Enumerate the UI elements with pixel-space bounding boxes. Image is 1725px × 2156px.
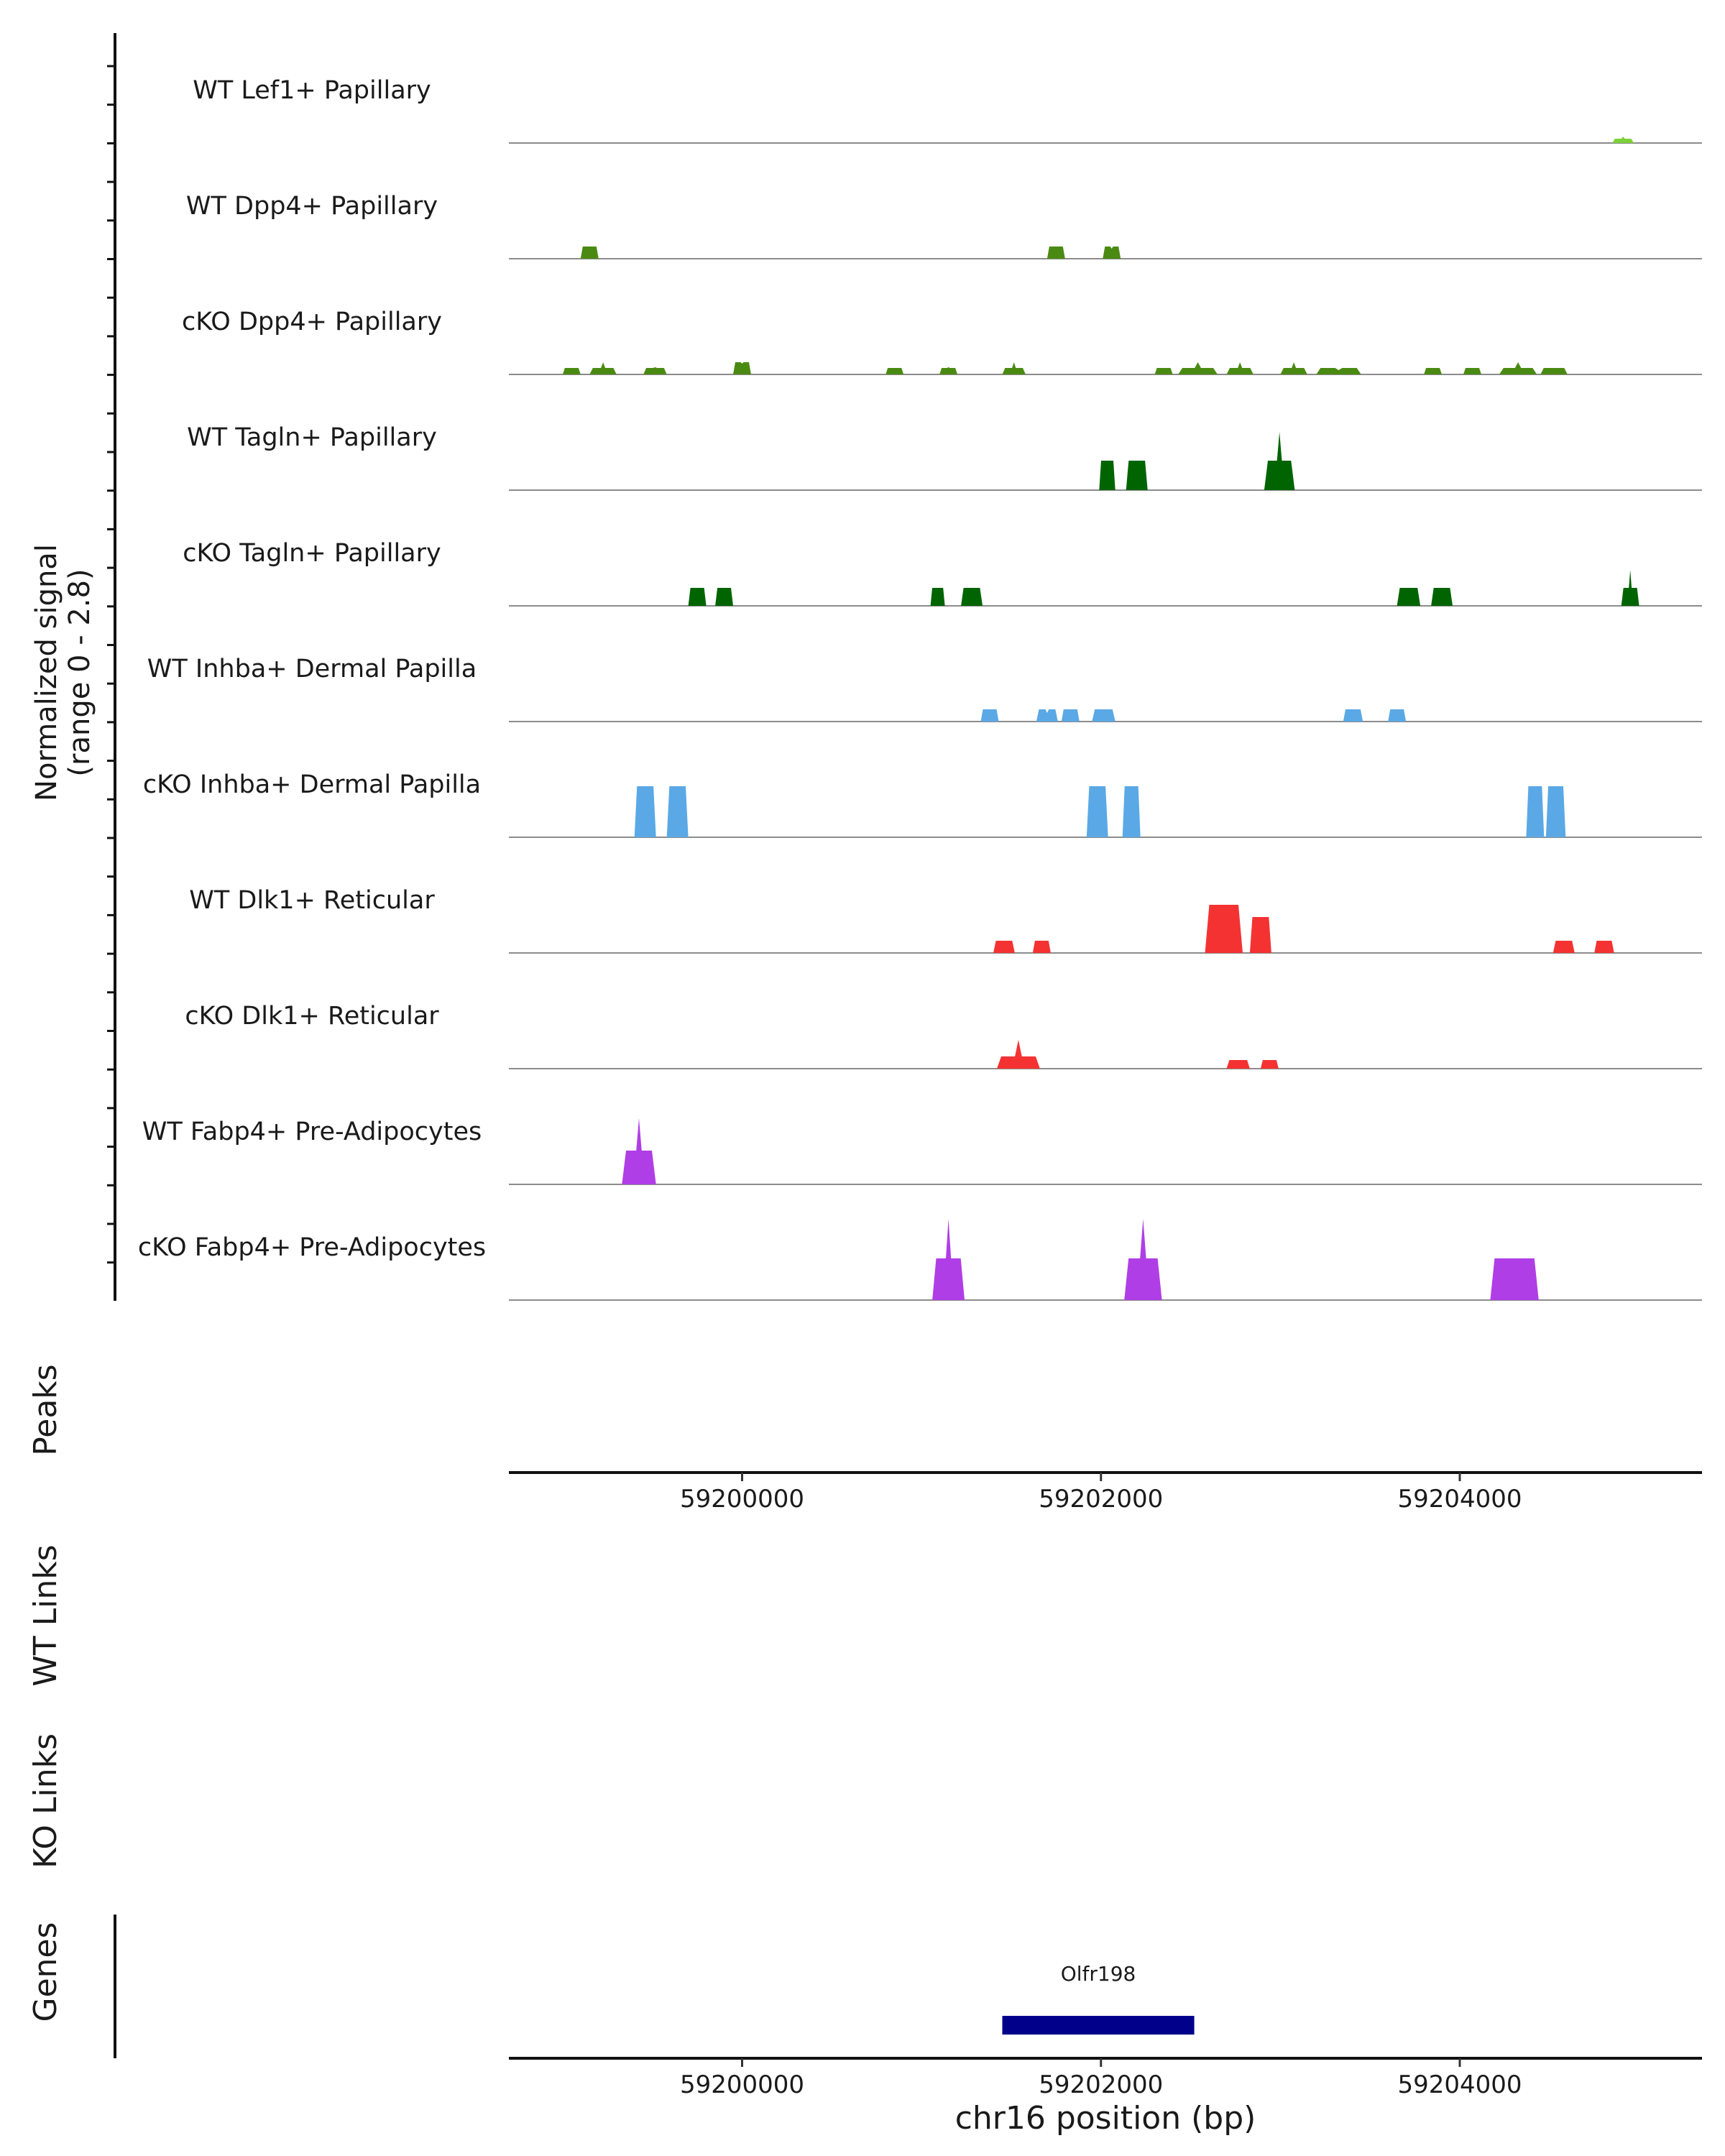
coverage-peak [1099,461,1116,490]
coverage-peak [930,588,945,606]
track-label: WT Tagln+ Papillary [187,423,437,452]
track-label: cKO Fabp4+ Pre-Adipocytes [138,1233,486,1262]
coverage-peak [993,941,1015,953]
x-axis-title: chr16 position (bp) [955,2100,1256,2137]
track-6: cKO Inhba+ Dermal Papilla [143,770,1702,838]
x-tick-label: 59204000 [1397,1485,1522,1514]
x-tick-label: 59204000 [1397,2070,1522,2099]
coverage-peak [961,588,983,606]
coverage-peak [939,367,958,374]
coverage-peak [1545,786,1566,837]
track-label: WT Dlk1+ Reticular [189,886,435,915]
track-label: cKO Dlk1+ Reticular [185,1002,439,1031]
coverage-peak [1424,368,1442,374]
gene-annotations: Olfr198 [1002,1962,1195,2035]
track-label: cKO Dpp4+ Papillary [182,308,442,336]
coverage-peak [1463,368,1481,374]
coverage-peak [715,588,733,606]
coverage-tracks: WT Lef1+ Papillary WT Dpp4+ Papillary cKO … [138,76,1702,1301]
track-label: cKO Inhba+ Dermal Papilla [143,770,481,799]
coverage-peak [580,247,599,259]
coverage-peak [1280,362,1307,374]
track-0: WT Lef1+ Papillary [193,76,1702,144]
coverage-peak [1126,461,1148,490]
coverage-peak [1154,368,1173,374]
y-axis-title-line1: Normalized signal [30,544,63,801]
track-5: WT Inhba+ Dermal Papilla [147,655,1702,722]
ko-links-panel-label: KO Links [27,1733,64,1869]
coverage-peak [622,1118,656,1184]
coverage-peak [1316,368,1361,374]
coverage-peak [1526,786,1545,837]
coverage-peak [1260,1060,1279,1069]
genes-x-axis-ticks: 59200000 59202000 59204000 [680,2058,1522,2099]
coverage-peak [562,368,581,374]
gene-body [1002,2016,1195,2035]
coverage-peak [1046,247,1065,259]
coverage-peak [733,362,751,374]
coverage-peak [1552,941,1575,953]
track-1: WT Dpp4+ Papillary [186,192,1702,259]
y-axis-ticks [107,65,115,1264]
coverage-peak [589,362,617,374]
track-label: cKO Tagln+ Papillary [183,539,441,568]
coverage-peak [1264,432,1295,490]
coverage-peak [932,1219,965,1300]
track-label: WT Fabp4+ Pre-Adipocytes [142,1118,482,1146]
x-tick-label: 59200000 [680,2070,804,2099]
track-4: cKO Tagln+ Papillary [183,539,1702,607]
coverage-peak [1490,1258,1539,1300]
coverage-peak [1388,709,1407,722]
track-9: WT Fabp4+ Pre-Adipocytes [142,1118,1702,1185]
x-tick-label: 59202000 [1039,1485,1163,1514]
coverage-peak [1540,368,1568,374]
coverage-peak [1499,362,1537,374]
coverage-peak [1397,588,1421,606]
x-tick-label: 59200000 [680,1485,804,1514]
coverage-peak [997,1040,1040,1069]
coverage-peak [980,709,999,722]
coverage-peak [643,367,667,374]
coverage-peak [688,588,707,606]
coverage-peak [1032,941,1051,953]
coverage-peak [1061,709,1080,722]
track-10: cKO Fabp4+ Pre-Adipocytes [138,1219,1702,1301]
track-2: cKO Dpp4+ Papillary [182,308,1702,375]
coverage-peak [1343,709,1363,722]
coverage-peak [666,786,689,837]
wt-links-panel-label: WT Links [27,1544,64,1686]
coverage-peak [886,368,904,374]
coverage-peak [1621,570,1639,606]
coverage-peak [1092,709,1116,722]
coverage-peak [1594,941,1614,953]
track-label: WT Lef1+ Papillary [193,76,431,105]
coverage-peak [634,786,656,837]
track-7: WT Dlk1+ Reticular [189,886,1702,954]
coverage-peak [1036,709,1058,722]
coverage-peak [1612,137,1634,143]
coverage-peak [1249,917,1271,953]
track-8: cKO Dlk1+ Reticular [185,1002,1702,1069]
coverage-peak [1124,1219,1162,1300]
coverage-peak [1205,905,1243,953]
track-label: WT Dpp4+ Papillary [186,192,438,221]
coverage-peak [1226,1060,1250,1069]
coverage-peak [1226,362,1254,374]
track-label: WT Inhba+ Dermal Papilla [147,655,477,683]
peaks-panel-label: Peaks [27,1364,64,1455]
track-3: WT Tagln+ Papillary [187,423,1702,491]
coverage-peak [1431,588,1453,606]
coverage-peak [1086,786,1108,837]
gene-label: Olfr198 [1061,1962,1136,1986]
coverage-peak [1103,247,1121,259]
coverage-peak [1122,786,1141,837]
y-axis-title-line2: (range 0 - 2.8) [63,568,96,776]
x-tick-label: 59202000 [1039,2070,1163,2099]
coverage-peak [1178,362,1218,374]
peaks-x-axis-ticks: 59200000 59202000 59204000 [680,1473,1522,1514]
coverage-peak [1002,362,1026,374]
genes-panel-label: Genes [27,1922,64,2022]
